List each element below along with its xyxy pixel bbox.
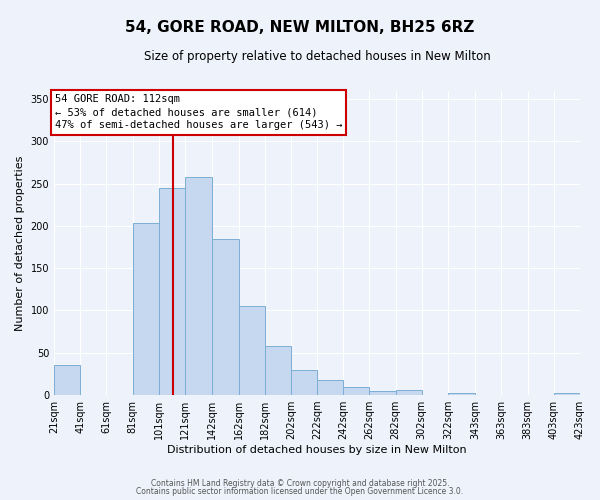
Bar: [265, 346, 291, 395]
Bar: [159, 188, 185, 395]
Bar: [317, 380, 343, 395]
Bar: [370, 391, 395, 395]
Bar: [212, 238, 239, 395]
Text: Contains public sector information licensed under the Open Government Licence 3.: Contains public sector information licen…: [136, 487, 464, 496]
X-axis label: Distribution of detached houses by size in New Milton: Distribution of detached houses by size …: [167, 445, 467, 455]
Bar: [291, 370, 317, 395]
Y-axis label: Number of detached properties: Number of detached properties: [15, 155, 25, 330]
Bar: [554, 392, 580, 395]
Bar: [185, 177, 212, 395]
Bar: [133, 224, 159, 395]
Text: Contains HM Land Registry data © Crown copyright and database right 2025.: Contains HM Land Registry data © Crown c…: [151, 478, 449, 488]
Bar: [448, 392, 475, 395]
Bar: [239, 306, 265, 395]
Bar: [343, 386, 370, 395]
Text: 54 GORE ROAD: 112sqm
← 53% of detached houses are smaller (614)
47% of semi-deta: 54 GORE ROAD: 112sqm ← 53% of detached h…: [55, 94, 342, 130]
Title: Size of property relative to detached houses in New Milton: Size of property relative to detached ho…: [143, 50, 490, 63]
Bar: [395, 390, 422, 395]
Text: 54, GORE ROAD, NEW MILTON, BH25 6RZ: 54, GORE ROAD, NEW MILTON, BH25 6RZ: [125, 20, 475, 35]
Bar: [54, 366, 80, 395]
